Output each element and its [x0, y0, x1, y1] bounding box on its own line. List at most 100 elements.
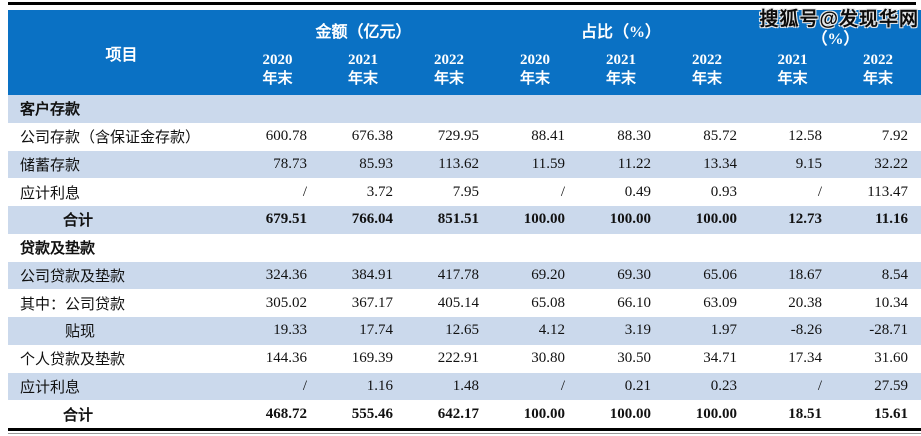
- column-header-growth-2022: 2022 年末: [835, 50, 921, 95]
- value-cell: 11.22: [617, 155, 651, 172]
- bottom-rule-gap: [8, 431, 921, 433]
- value-cell: 305.02: [265, 294, 307, 311]
- row-label: 合计: [63, 213, 94, 230]
- value-cell: 1.16: [366, 377, 393, 394]
- value-cell: 27.59: [874, 377, 908, 394]
- value-cell: 8.54: [881, 266, 908, 283]
- column-header-amount-2021: 2021 年末: [320, 50, 406, 95]
- value-cell: 367.17: [351, 294, 393, 311]
- row-label: 应计利息: [20, 185, 81, 202]
- year-value: 2020: [262, 52, 293, 68]
- value-cell: 20.38: [788, 294, 822, 311]
- value-cell: 3.19: [624, 322, 651, 339]
- value-cell: /: [560, 377, 565, 394]
- table-body: 客户存款 公司存款（含保证金存款） 600.78 676.38 729.95 88.41 8…: [8, 95, 921, 428]
- value-cell: 405.14: [437, 294, 479, 311]
- value-cell: 66.10: [617, 294, 651, 311]
- value-cell: 600.78: [265, 128, 307, 145]
- value-cell: 11.16: [875, 211, 908, 228]
- row-label: 个人贷款及垫款: [20, 352, 126, 369]
- value-cell: 69.30: [617, 266, 651, 283]
- value-cell: 113.62: [438, 155, 479, 172]
- value-cell: 11.59: [531, 155, 565, 172]
- table-row: 合计 468.72 555.46 642.17 100.00 100.00 100.00 18…: [8, 400, 921, 428]
- column-group-growth-unit: （%）: [811, 31, 860, 48]
- table-header: 项目 金额（亿元） 占比（%） （%） 2020 年末 2021 年末 2022…: [8, 10, 921, 95]
- value-cell: 78.73: [273, 155, 307, 172]
- row-label: 客户存款: [20, 102, 81, 119]
- value-cell: /: [817, 183, 822, 200]
- value-cell: 766.04: [351, 211, 393, 228]
- value-cell: 169.39: [351, 350, 393, 367]
- value-cell: 144.36: [265, 350, 307, 367]
- year-value: 2021: [777, 52, 808, 68]
- value-cell: 12.58: [788, 128, 822, 145]
- value-cell: 679.51: [265, 211, 307, 228]
- value-cell: 63.09: [703, 294, 737, 311]
- bottom-rule-thin: [8, 433, 921, 434]
- value-cell: 12.73: [788, 211, 822, 228]
- value-cell: 324.36: [265, 266, 307, 283]
- watermark: 搜狐号@发现华网: [759, 9, 919, 30]
- value-cell: 88.41: [531, 128, 565, 145]
- value-cell: 69.20: [531, 266, 565, 283]
- value-cell: 417.78: [437, 266, 479, 283]
- year-value: 2022: [692, 52, 722, 68]
- value-cell: 100.00: [523, 405, 565, 422]
- column-header-share-2022: 2022 年末: [664, 50, 750, 95]
- value-cell: 1.97: [710, 322, 737, 339]
- value-cell: 468.72: [265, 405, 307, 422]
- value-cell: 4.12: [538, 322, 565, 339]
- value-cell: 222.91: [437, 350, 479, 367]
- year-value: 2022: [434, 52, 464, 68]
- row-label: 应计利息: [20, 379, 81, 396]
- financial-table: 项目 金额（亿元） 占比（%） （%） 2020 年末 2021 年末 2022…: [8, 10, 921, 434]
- value-cell: 17.74: [359, 322, 393, 339]
- year-suffix: 年末: [262, 71, 293, 87]
- value-cell: 12.65: [445, 322, 479, 339]
- value-cell: 13.34: [703, 155, 737, 172]
- year-suffix: 年末: [777, 71, 808, 87]
- value-cell: 85.72: [703, 128, 737, 145]
- value-cell: 100.00: [695, 405, 737, 422]
- value-cell: 85.93: [359, 155, 393, 172]
- value-cell: 7.92: [881, 128, 908, 145]
- table-row: 贴现 19.33 17.74 12.65 4.12 3.19 1.97 -8.26 -28.71: [8, 317, 921, 345]
- row-label: 其中：公司贷款: [20, 296, 126, 313]
- value-cell: 15.61: [874, 405, 908, 422]
- value-cell: 0.21: [624, 377, 651, 394]
- table-row: 合计 679.51 766.04 851.51 100.00 100.00 100.00 12…: [8, 206, 921, 234]
- year-value: 2022: [863, 52, 893, 68]
- year-suffix: 年末: [519, 71, 550, 87]
- table-row: 其中：公司贷款 305.02 367.17 405.14 65.08 66.10 63.09…: [8, 289, 921, 317]
- value-cell: /: [302, 183, 307, 200]
- row-label: 合计: [63, 407, 94, 424]
- year-suffix: 年末: [433, 71, 464, 87]
- table-row: 应计利息 / 3.72 7.95 / 0.49 0.93 / 113.47: [8, 178, 921, 206]
- value-cell: 32.22: [874, 155, 908, 172]
- table-row: 储蓄存款 78.73 85.93 113.62 11.59 11.22 13.34 9.15 3…: [8, 150, 921, 179]
- column-header-amount-2022: 2022 年末: [406, 50, 492, 95]
- row-label: 公司贷款及垫款: [20, 268, 126, 285]
- value-cell: 100.00: [523, 211, 565, 228]
- value-cell: 19.33: [273, 322, 307, 339]
- year-value: 2020: [520, 52, 550, 68]
- top-rule: [8, 2, 916, 5]
- table-row: 公司贷款及垫款 324.36 384.91 417.78 69.20 69.30 65.06…: [8, 261, 921, 290]
- value-cell: 113.47: [867, 183, 908, 200]
- value-cell: /: [560, 183, 565, 200]
- value-cell: 88.30: [617, 128, 651, 145]
- value-cell: 65.08: [531, 294, 565, 311]
- bottom-rule: [8, 428, 921, 431]
- row-label: 贷款及垫款: [20, 241, 96, 258]
- value-cell: /: [302, 377, 307, 394]
- value-cell: 1.48: [452, 377, 479, 394]
- value-cell: 0.93: [710, 183, 737, 200]
- table-row: 公司存款（含保证金存款） 600.78 676.38 729.95 88.41 88.30…: [8, 122, 921, 151]
- value-cell: 729.95: [437, 128, 479, 145]
- column-group-amount: 金额（亿元）: [315, 24, 412, 41]
- table-row: 应计利息 / 1.16 1.48 / 0.21 0.23 / 27.59: [8, 372, 921, 401]
- value-cell: 65.06: [703, 266, 737, 283]
- year-suffix: 年末: [347, 71, 378, 87]
